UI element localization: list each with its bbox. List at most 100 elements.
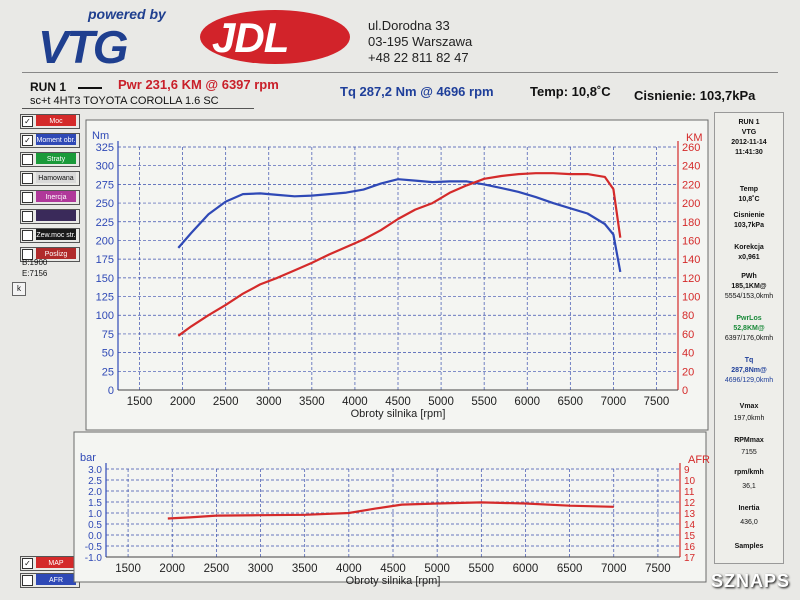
x-tick-label: 7000 (601, 396, 627, 408)
sznaps-watermark: SZNAPS (710, 571, 790, 591)
checkbox-icon[interactable]: ✓ (22, 116, 33, 127)
y-tick-label-right: 20 (682, 366, 694, 378)
side-pwh-value: 185,1KM@ (731, 283, 767, 290)
legend-item[interactable]: Poslizg (20, 247, 80, 262)
checkbox-icon[interactable] (22, 192, 33, 203)
side-rpmmax-label: RPMmax (734, 437, 764, 444)
legend-item[interactable]: Inercja (20, 190, 80, 205)
checkbox-icon[interactable] (22, 230, 33, 241)
side-vmax-value: 197,0kmh (733, 415, 765, 422)
side-pwrlos-label: PwrLos (736, 315, 762, 322)
checkbox-icon[interactable] (22, 173, 33, 184)
x-tick-label: 7000 (601, 563, 627, 575)
jdl-logo-oval (200, 10, 350, 64)
y-tick-label-right: 40 (682, 348, 694, 360)
side-press-label: Cisnienie (733, 212, 765, 219)
bottom-legend-label: MAP (36, 557, 76, 568)
legend-item[interactable]: Zew.moc str. (20, 228, 80, 243)
side-vtg: VTG (741, 129, 757, 136)
vtg-logo: VTG (38, 21, 129, 73)
y-tick-label-right: 17 (684, 553, 696, 564)
y-tick-label-left: 125 (96, 292, 114, 304)
side-pwrlos-value: 52,8KM@ (733, 325, 765, 332)
y-tick-label-right: 0 (682, 385, 688, 397)
x-tick-label: 6500 (558, 396, 584, 408)
y-tick-label-right: 9 (684, 465, 690, 476)
left-info-b: B:1900 (22, 258, 48, 267)
torque-summary: Tq 287,2 Nm @ 4696 rpm (340, 84, 494, 99)
side-rpmmax-value: 7155 (741, 449, 757, 456)
x-tick-label: 5500 (471, 396, 497, 408)
y-tick-label-left: 325 (96, 142, 114, 154)
side-rpmkmh-label: rpm/kmh (734, 469, 764, 476)
side-rpmkmh-value: 36,1 (742, 483, 756, 490)
side-vmax-label: Vmax (739, 403, 759, 410)
power-summary: Pwr 231,6 KM @ 6397 rpm (118, 77, 279, 92)
legend-label: Poslizg (36, 248, 76, 259)
x-tick-label: 2000 (170, 396, 196, 408)
y-tick-label-right: 100 (682, 292, 700, 304)
y-tick-label-right: 16 (684, 542, 696, 553)
y-tick-label-right: 220 (682, 179, 700, 191)
x-axis-title: Obroty silnika [rpm] (351, 408, 446, 420)
jdl-logo: JDL (212, 14, 289, 61)
y-tick-label-right: 160 (682, 235, 700, 247)
x-tick-label: 5500 (469, 563, 495, 575)
legend-item[interactable]: Hamowana (20, 171, 80, 186)
temperature-summary: Temp: 10,8˚C (530, 84, 611, 99)
side-date: 2012-11-14 (731, 139, 767, 146)
y-tick-label-left: 275 (96, 179, 114, 191)
legend-item[interactable]: Straty (20, 152, 80, 167)
y-tick-label-left: 2.5 (88, 476, 102, 487)
x-tick-label: 6500 (557, 563, 583, 575)
checkbox-icon[interactable]: ✓ (22, 135, 33, 146)
side-pwh-label: PWh (741, 273, 757, 280)
y-tick-label-right: 240 (682, 161, 700, 173)
legend-item[interactable]: ✓ Moment obr. (20, 133, 80, 148)
legend-label: Hamowana (36, 172, 76, 183)
legend-label: Moc (36, 115, 76, 126)
y-tick-label-left: 50 (102, 348, 114, 360)
address-street: ul.Dorodna 33 (368, 18, 450, 33)
y-tick-label-right: 13 (684, 509, 696, 520)
legend-item[interactable] (20, 209, 80, 224)
series-line (167, 501, 614, 520)
run-line-sample (78, 87, 102, 89)
legend-label (36, 210, 76, 221)
side-inertia-value: 436,0 (740, 519, 758, 526)
legend-item[interactable]: ✓ Moc (20, 114, 80, 129)
y-tick-label-right: 60 (682, 329, 694, 341)
y-tick-label-left: -1.0 (85, 553, 103, 564)
y-tick-label-left: 225 (96, 217, 114, 229)
y-tick-label-left: -0.5 (85, 542, 103, 553)
x-tick-label: 2500 (213, 396, 239, 408)
side-korekcja-value: x0,961 (738, 254, 760, 261)
checkbox-icon[interactable]: ✓ (22, 558, 33, 569)
chart-frame (85, 119, 709, 431)
x-tick-label: 1500 (115, 563, 141, 575)
y-axis-title-left: bar (80, 452, 96, 464)
y-tick-label-left: 250 (96, 198, 114, 210)
y-tick-label-right: 140 (682, 254, 700, 266)
x-tick-label: 5000 (424, 563, 450, 575)
y-tick-label-left: 300 (96, 161, 114, 173)
side-inertia-label: Inertia (738, 505, 760, 512)
y-tick-label-right: 260 (682, 142, 700, 154)
side-tq-value: 287,8Nm@ (731, 367, 767, 374)
side-info-panel: RUN 1 VTG 2012-11-14 11:41:30 Temp 10,8˚… (714, 112, 784, 564)
side-temp-value: 10,8˚C (738, 196, 760, 203)
series-line (177, 178, 622, 273)
x-tick-label: 3000 (256, 396, 282, 408)
car-description: sc+t 4HT3 TOYOTA COROLLA 1.6 SC (30, 95, 219, 107)
checkbox-icon[interactable] (22, 575, 33, 586)
x-tick-label: 2500 (204, 563, 230, 575)
y-tick-label-right: 180 (682, 217, 700, 229)
checkbox-icon[interactable] (22, 249, 33, 260)
side-samples-label: Samples (734, 543, 764, 550)
checkbox-icon[interactable] (22, 154, 33, 165)
checkbox-icon[interactable] (22, 211, 33, 222)
k-button[interactable]: k (12, 282, 26, 296)
y-tick-label-right: 14 (684, 520, 696, 531)
